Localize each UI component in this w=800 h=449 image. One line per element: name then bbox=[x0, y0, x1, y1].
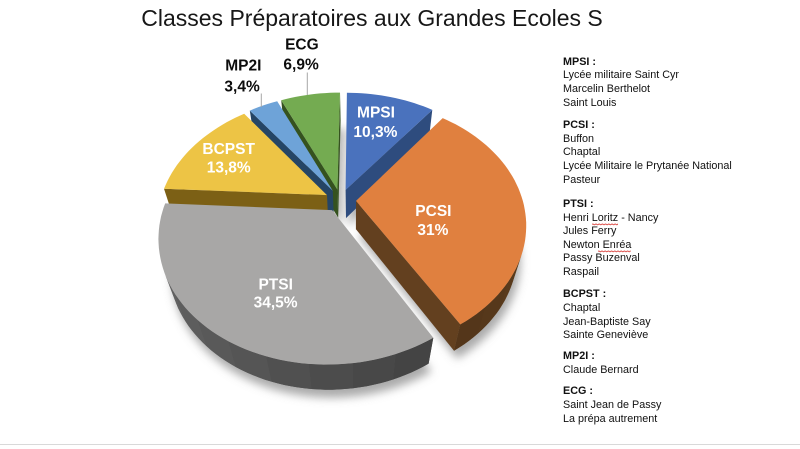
svg-text:MP2I: MP2I bbox=[225, 58, 261, 75]
svg-text:ECG: ECG bbox=[285, 37, 319, 54]
svg-text:6,9%: 6,9% bbox=[283, 57, 319, 74]
svg-text:PCSI: PCSI bbox=[415, 203, 451, 220]
svg-text:BCPST: BCPST bbox=[202, 141, 255, 158]
svg-text:31%: 31% bbox=[417, 222, 448, 239]
svg-text:13,8%: 13,8% bbox=[207, 159, 251, 176]
svg-text:3,4%: 3,4% bbox=[224, 78, 260, 95]
svg-text:10,3%: 10,3% bbox=[353, 124, 397, 141]
svg-text:PTSI: PTSI bbox=[258, 277, 292, 294]
svg-text:34,5%: 34,5% bbox=[254, 295, 298, 312]
svg-text:MPSI: MPSI bbox=[357, 104, 395, 121]
